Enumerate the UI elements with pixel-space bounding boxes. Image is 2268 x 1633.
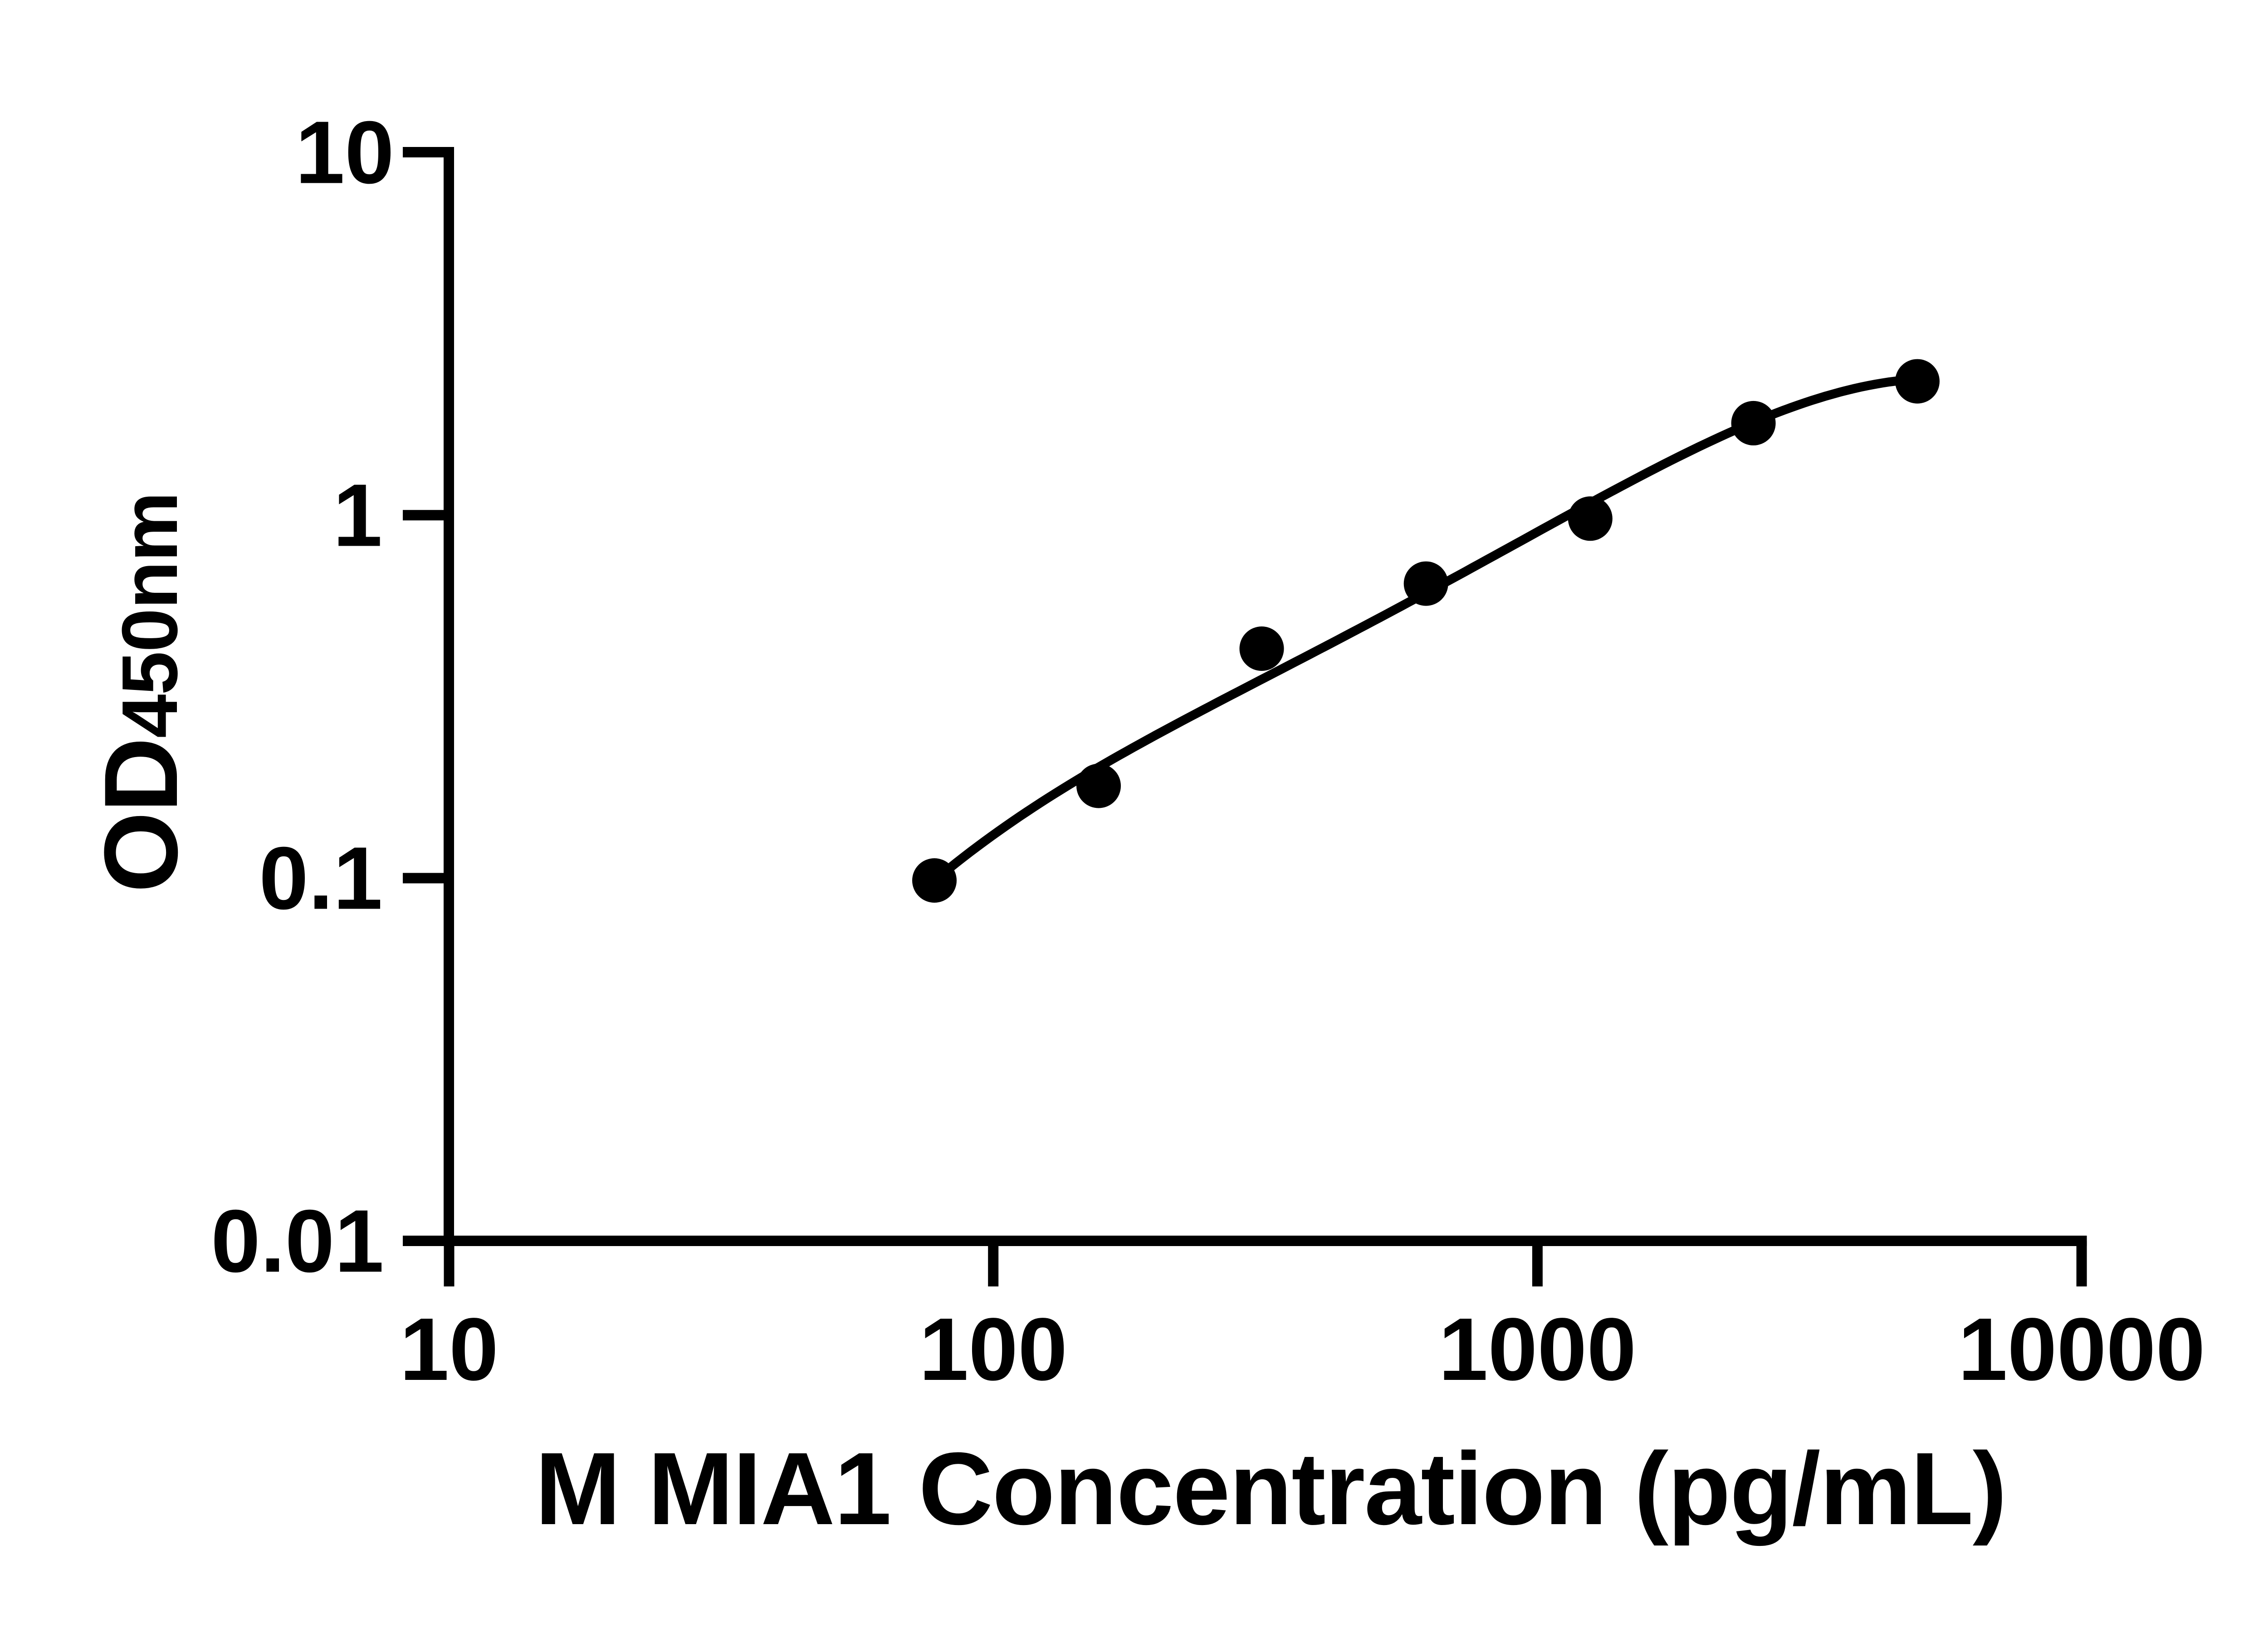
svg-text:OD450nm: OD450nm [83,493,199,893]
svg-text:M MIA1 Concentration (pg/mL): M MIA1 Concentration (pg/mL) [535,1432,2007,1546]
svg-text:0.01: 0.01 [211,1192,384,1291]
svg-text:10: 10 [295,103,394,202]
svg-text:10: 10 [400,1300,499,1399]
svg-text:10000: 10000 [1958,1300,2205,1399]
svg-text:1: 1 [333,466,382,565]
svg-text:100: 100 [919,1300,1067,1399]
svg-text:1000: 1000 [1438,1300,1636,1399]
svg-text:0.1: 0.1 [259,829,382,928]
